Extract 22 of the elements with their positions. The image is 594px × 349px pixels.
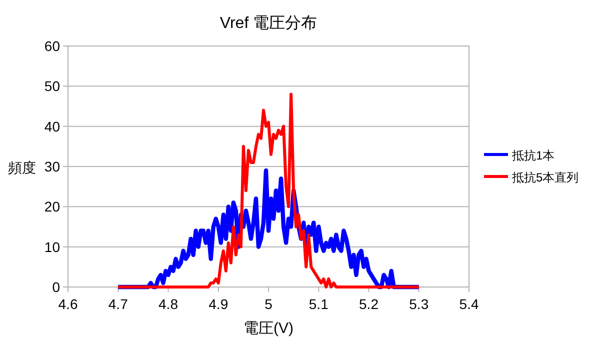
x-tick-label: 5 <box>264 296 273 312</box>
y-tick-label: 40 <box>44 118 60 134</box>
y-axis-title: 頻度 <box>8 160 36 176</box>
y-tick-label: 10 <box>44 238 60 255</box>
y-tick-label: 60 <box>44 38 60 54</box>
y-tick-label: 20 <box>44 198 60 215</box>
legend-label: 抵抗1本 <box>511 148 555 162</box>
x-tick-label: 4.7 <box>108 296 128 312</box>
x-tick-label: 4.8 <box>158 296 178 312</box>
x-tick-label: 5.3 <box>409 296 429 312</box>
x-tick-label: 5.4 <box>459 296 479 312</box>
y-tick-label: 0 <box>52 279 60 295</box>
x-tick-label: 5.2 <box>359 296 379 312</box>
y-tick-label: 30 <box>44 158 60 174</box>
x-tick-label: 4.6 <box>58 296 78 312</box>
x-tick-label: 5.1 <box>308 296 329 312</box>
x-axis-title: 電圧(V) <box>244 320 294 337</box>
y-tick-label: 50 <box>44 78 60 94</box>
chart-title: Vref 電圧分布 <box>220 15 318 32</box>
line-series <box>116 92 420 288</box>
x-tick-label: 4.9 <box>208 296 228 312</box>
legend-label: 抵抗5本直列 <box>511 170 579 184</box>
